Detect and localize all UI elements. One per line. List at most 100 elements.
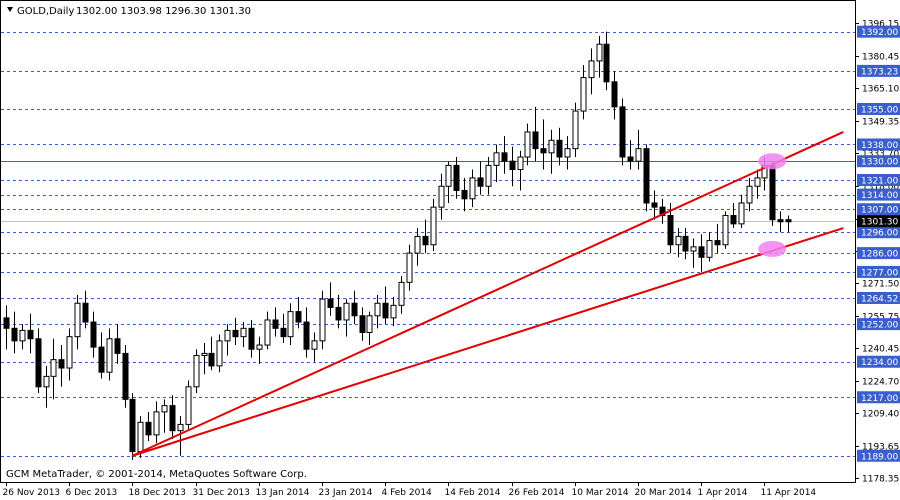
- x-tick-label: 1 Apr 2014: [698, 488, 748, 498]
- candle: [406, 244, 413, 291]
- level-price-label: 1217.00: [861, 394, 898, 404]
- candle-body-bull: [185, 386, 192, 425]
- candle: [659, 198, 666, 224]
- candle-body-bull: [264, 319, 271, 346]
- horizontal-levels: [1, 32, 855, 457]
- candle-body-bear: [169, 405, 176, 432]
- current-price-tag: [857, 215, 900, 228]
- candle: [216, 334, 223, 373]
- level-price-tag: [857, 203, 900, 216]
- candle-body-bear: [643, 148, 650, 204]
- candle: [746, 177, 753, 212]
- candle-body-bear: [461, 189, 468, 200]
- candle: [248, 319, 255, 358]
- candle-body-bear: [82, 302, 89, 323]
- candle: [572, 102, 579, 158]
- price-axis[interactable]: 1396.15 1380.45 1365.10 1349.35 1333.70 1318.…: [855, 20, 900, 485]
- level-price-tag: [857, 449, 900, 462]
- chart-footer-copyright: GCM MetaTrader, © 2001-2014, MetaQuotes …: [6, 469, 307, 480]
- candle-body-bear: [556, 139, 563, 158]
- candle: [532, 106, 539, 162]
- candle: [58, 345, 65, 387]
- x-tick-label: 11 Apr 2014: [761, 488, 817, 498]
- y-tick-label: 1224.70: [862, 378, 899, 388]
- candle-body-bull: [343, 302, 350, 321]
- candle: [611, 71, 618, 120]
- candle-body-bull: [754, 177, 761, 187]
- candle-body-bull: [74, 302, 81, 338]
- level-price-label: 1277.00: [861, 268, 898, 278]
- candle: [145, 411, 152, 442]
- candle: [596, 35, 603, 78]
- candle: [224, 324, 231, 356]
- highlight-ellipse: [758, 153, 787, 170]
- y-tick-label: 1380.45: [862, 53, 899, 63]
- candle-body-bull: [596, 43, 603, 62]
- candle: [453, 157, 460, 199]
- candle: [603, 31, 610, 91]
- level-price-tag: [857, 318, 900, 331]
- plot-frame: [0, 0, 856, 483]
- candle: [754, 169, 761, 199]
- candle: [493, 144, 500, 183]
- candle-body-bear: [114, 338, 121, 354]
- candle-body-bull: [485, 164, 492, 187]
- candle-body-bear: [659, 206, 666, 217]
- candle: [232, 317, 239, 346]
- candle-body-bear: [477, 177, 484, 187]
- candle: [177, 416, 184, 456]
- chart-header-symbol: GOLD,Daily: [17, 6, 74, 17]
- level-price-tag: [857, 355, 900, 368]
- candle-body-bull: [50, 359, 57, 377]
- trendline[interactable]: [131, 131, 844, 457]
- level-price-label: 1286.00: [861, 250, 898, 260]
- level-price-label: 1330.00: [861, 158, 898, 168]
- collapse-triangle-icon[interactable]: [7, 7, 13, 12]
- candle-body-bear: [129, 398, 136, 453]
- candle-body-bear: [145, 421, 152, 436]
- level-price-tag: [857, 291, 900, 304]
- candle-body-bull: [738, 202, 745, 225]
- candle: [366, 311, 373, 346]
- level-price-label: 1264.52: [861, 294, 898, 304]
- highlight-ellipse: [758, 240, 787, 257]
- level-price-tag: [857, 265, 900, 278]
- trendlines[interactable]: [131, 131, 844, 457]
- candle-body-bull: [216, 340, 223, 367]
- candle-body-bull: [722, 215, 729, 246]
- candle-body-bull: [548, 139, 555, 154]
- x-tick-label: 14 Feb 2014: [445, 488, 501, 498]
- candle-body-bear: [698, 246, 705, 258]
- candle-body-bull: [580, 77, 587, 112]
- candle: [295, 296, 302, 329]
- candle: [682, 228, 689, 260]
- candle-body-bear: [295, 311, 302, 323]
- candle-body-bull: [256, 344, 263, 350]
- candle: [343, 299, 350, 337]
- candle: [414, 228, 421, 266]
- current-price-label: 1301.30: [861, 218, 898, 228]
- candle: [730, 202, 737, 229]
- candle-body-bull: [746, 185, 753, 204]
- time-axis[interactable]: 26 Nov 2013 6 Dec 2013 18 Dec 2013 31 Dec 2…: [3, 482, 817, 498]
- candle-body-bull: [19, 329, 26, 342]
- candle: [280, 313, 287, 343]
- candle: [153, 401, 160, 444]
- trendline[interactable]: [132, 227, 844, 457]
- candle-body-bull: [493, 152, 500, 166]
- candle-body-bear: [509, 160, 516, 171]
- candle-body-bull: [161, 405, 168, 413]
- y-tick-label: 1209.40: [862, 410, 899, 420]
- candle: [382, 286, 389, 325]
- level-price-tag: [857, 25, 900, 38]
- candle: [722, 211, 729, 249]
- candle: [161, 399, 168, 433]
- candle: [256, 336, 263, 364]
- y-tick-label: 1333.70: [862, 150, 899, 160]
- x-tick-label: 10 Mar 2014: [572, 488, 629, 498]
- x-tick-label: 23 Jan 2014: [319, 488, 373, 498]
- candle-body-bear: [501, 152, 508, 162]
- candle: [556, 127, 563, 166]
- candle-body-bull: [690, 246, 697, 252]
